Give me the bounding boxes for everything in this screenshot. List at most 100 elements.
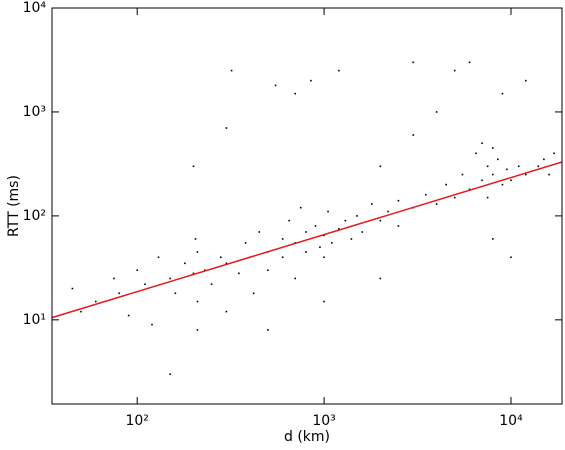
- point: [327, 210, 329, 213]
- point: [468, 188, 471, 191]
- point: [219, 256, 222, 259]
- plot-frame: [51, 7, 563, 405]
- point: [510, 179, 512, 182]
- point: [517, 165, 520, 168]
- point: [501, 183, 504, 186]
- point: [553, 152, 555, 155]
- point: [331, 242, 333, 244]
- point: [510, 256, 512, 259]
- point: [151, 323, 153, 326]
- point: [267, 269, 269, 272]
- point: [305, 231, 307, 233]
- point: [196, 251, 199, 253]
- point: [492, 238, 494, 240]
- point: [118, 292, 120, 295]
- y-tick-label: 10⁴: [23, 0, 47, 16]
- point: [281, 238, 284, 240]
- point: [506, 168, 508, 171]
- point: [281, 256, 284, 259]
- point: [344, 219, 347, 222]
- point: [435, 111, 438, 113]
- point: [356, 215, 358, 217]
- point: [475, 152, 477, 155]
- point: [486, 165, 489, 168]
- x-tick-label: 10²: [125, 413, 148, 429]
- point: [371, 203, 373, 205]
- point: [379, 277, 382, 280]
- point: [486, 196, 489, 199]
- y-tick-label: 10³: [23, 104, 46, 120]
- point: [319, 246, 321, 248]
- x-axis-label: d (km): [284, 429, 330, 445]
- point: [196, 300, 199, 303]
- point: [524, 173, 527, 176]
- point: [379, 165, 382, 168]
- point: [238, 272, 240, 275]
- point: [225, 310, 228, 313]
- x-tick-label: 10³: [312, 413, 335, 429]
- point: [397, 225, 400, 227]
- point: [294, 92, 296, 95]
- point: [196, 329, 199, 331]
- point: [350, 238, 353, 240]
- point: [225, 127, 228, 129]
- point: [299, 206, 302, 209]
- point: [244, 242, 247, 244]
- point: [274, 84, 277, 87]
- point: [379, 219, 382, 222]
- point: [169, 277, 171, 280]
- point: [524, 79, 527, 82]
- point: [71, 287, 74, 290]
- fit-line: [51, 161, 563, 319]
- point: [424, 193, 427, 196]
- point: [453, 196, 456, 199]
- point: [94, 300, 97, 303]
- point: [496, 158, 499, 161]
- point: [492, 147, 494, 149]
- point: [543, 158, 545, 161]
- point: [310, 79, 312, 82]
- x-tick-label: 10⁴: [499, 413, 523, 429]
- point: [267, 329, 269, 331]
- point: [435, 203, 438, 205]
- point: [338, 69, 340, 72]
- point: [113, 277, 115, 280]
- point: [338, 228, 340, 230]
- point: [461, 173, 464, 176]
- point: [258, 231, 261, 233]
- point: [361, 231, 364, 233]
- point: [157, 256, 160, 259]
- point: [323, 300, 325, 303]
- point: [127, 314, 130, 317]
- point: [230, 69, 233, 72]
- point: [305, 251, 307, 253]
- point: [144, 283, 146, 286]
- point: [80, 310, 82, 313]
- point: [501, 92, 504, 95]
- point: [453, 69, 456, 72]
- y-tick-label: 10¹: [23, 312, 46, 328]
- point: [294, 277, 296, 280]
- point: [136, 269, 139, 272]
- y-tick-label: 10²: [23, 208, 46, 224]
- point: [169, 373, 171, 375]
- point: [397, 199, 400, 202]
- y-axis-label: RTT (ms): [6, 175, 22, 237]
- point: [492, 173, 494, 176]
- point: [184, 262, 186, 265]
- point: [288, 219, 290, 222]
- point: [210, 283, 213, 286]
- point: [387, 210, 389, 213]
- point: [445, 183, 447, 186]
- point: [314, 225, 317, 227]
- point: [192, 165, 195, 168]
- point: [481, 179, 483, 182]
- point: [192, 272, 195, 275]
- point: [481, 142, 483, 145]
- point: [194, 238, 197, 240]
- point: [412, 134, 415, 136]
- point: [225, 262, 228, 265]
- point: [537, 165, 540, 168]
- point: [252, 292, 255, 295]
